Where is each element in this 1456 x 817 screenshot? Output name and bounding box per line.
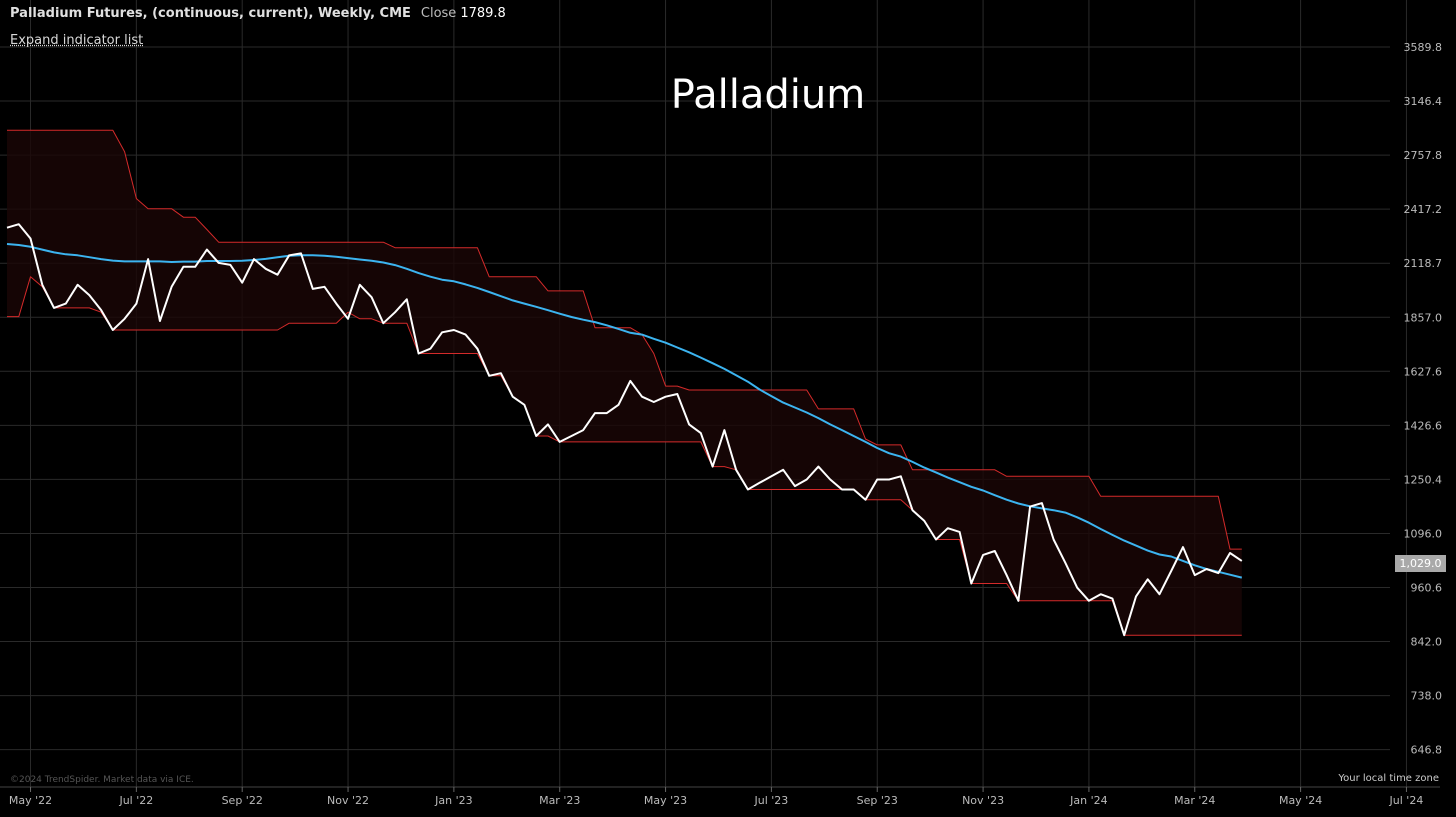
expand-indicator-list-link[interactable]: Expand indicator list	[10, 33, 143, 48]
x-tick-label: Mar '23	[539, 794, 580, 807]
x-tick-label: Nov '23	[962, 794, 1004, 807]
x-tick-label: May '23	[644, 794, 687, 807]
x-tick-label: Sep '22	[222, 794, 263, 807]
y-tick-label: 2417.2	[1404, 203, 1443, 216]
data-credit: ©2024 TrendSpider. Market data via ICE.	[10, 775, 194, 785]
y-tick-label: 1096.0	[1404, 527, 1443, 540]
y-tick-label: 1250.4	[1404, 473, 1443, 486]
y-tick-label: 738.0	[1411, 690, 1443, 703]
timezone-label[interactable]: Your local time zone	[1338, 773, 1439, 784]
chart-header: Palladium Futures, (continuous, current)…	[10, 6, 506, 21]
y-tick-label: 842.0	[1411, 636, 1443, 649]
x-tick-label: Mar '24	[1174, 794, 1215, 807]
x-tick-label: Sep '23	[857, 794, 898, 807]
x-tick-label: May '22	[9, 794, 52, 807]
x-tick-label: Jul '24	[1389, 794, 1424, 807]
close-value: 1789.8	[460, 6, 506, 21]
y-tick-label: 960.6	[1411, 582, 1443, 595]
close-label: Close	[421, 6, 456, 21]
y-tick-label: 2118.7	[1404, 257, 1443, 270]
x-tick-label: Jan '23	[434, 794, 472, 807]
x-tick-label: Jan '24	[1069, 794, 1107, 807]
x-tick-label: Jul '23	[754, 794, 789, 807]
y-tick-label: 646.8	[1411, 744, 1443, 757]
x-tick-label: Jul '22	[118, 794, 153, 807]
y-tick-label: 3589.8	[1404, 41, 1443, 54]
y-tick-label: 1426.6	[1404, 419, 1443, 432]
x-tick-label: May '24	[1279, 794, 1322, 807]
symbol-label: Palladium Futures, (continuous, current)…	[10, 6, 411, 21]
y-tick-label: 1627.6	[1404, 365, 1443, 378]
chart-title: Palladium	[0, 72, 1456, 118]
y-tick-label: 1857.0	[1404, 311, 1443, 324]
y-tick-label: 2757.8	[1404, 149, 1443, 162]
x-tick-label: Nov '22	[327, 794, 369, 807]
last-price-badge: 1,029.0	[1395, 555, 1446, 572]
